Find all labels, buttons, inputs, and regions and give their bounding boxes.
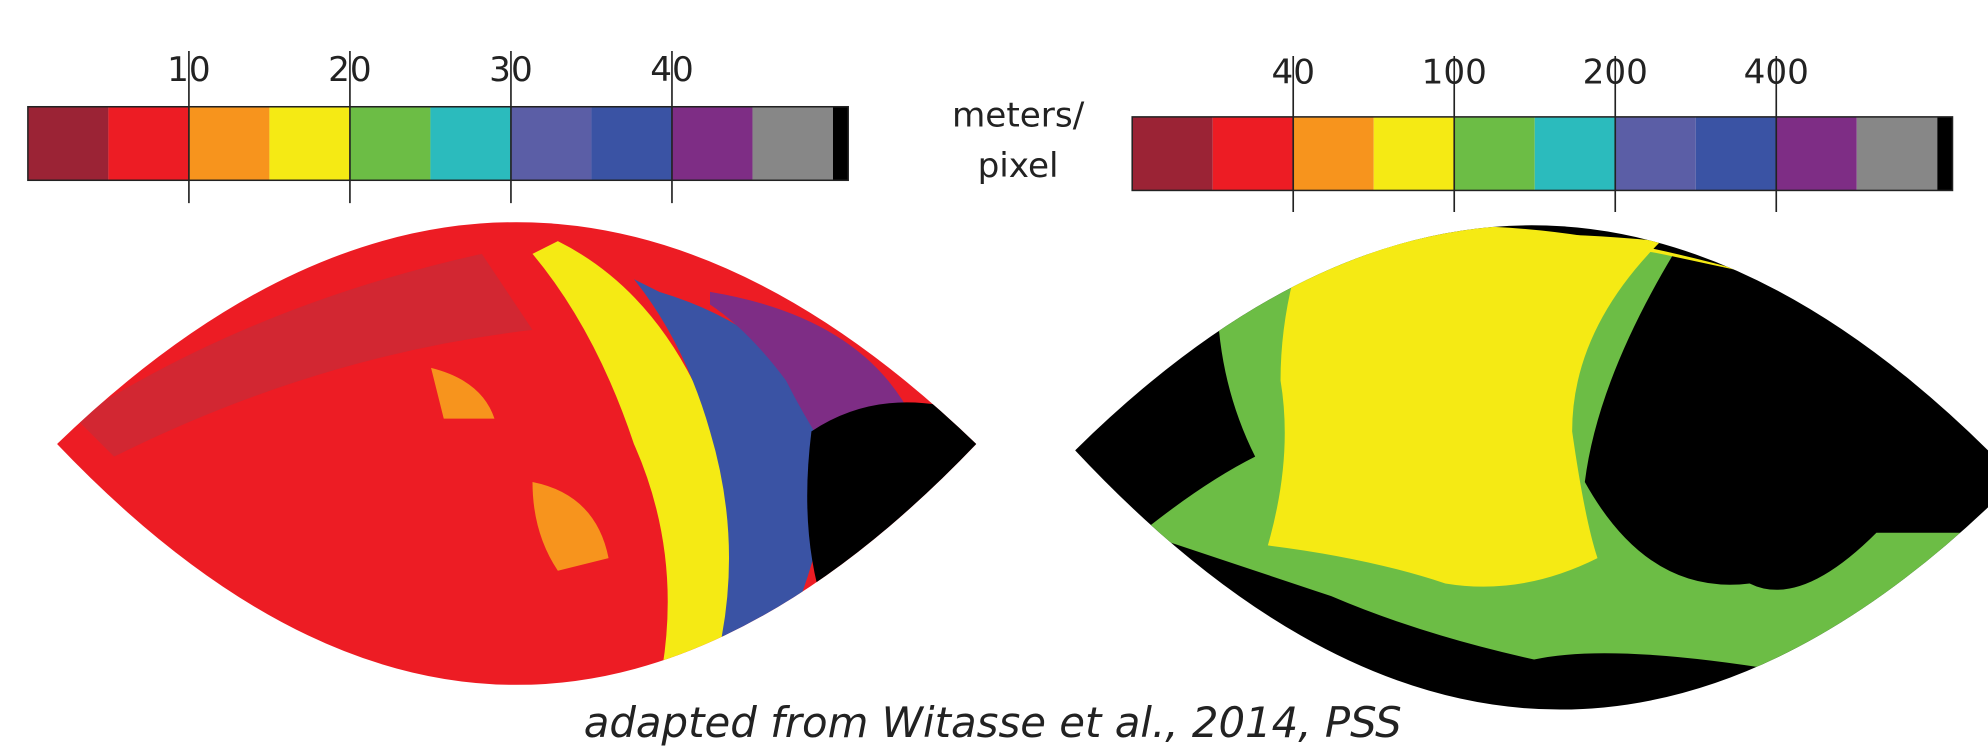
- left-colorbar: 10 20 30 40: [28, 50, 848, 203]
- right-map: [1065, 216, 1988, 710]
- left-map: [51, 216, 989, 698]
- colorbar-segment: [1293, 117, 1374, 191]
- colorbar-segment: [28, 107, 109, 181]
- colorbar-segment: [672, 107, 753, 181]
- tick-label: 100: [1422, 52, 1487, 92]
- tick-label: 40: [650, 50, 694, 90]
- colorbar-segment: [1937, 117, 1952, 191]
- unit-label: pixel: [978, 146, 1059, 186]
- colorbar-segment: [1213, 117, 1294, 191]
- colorbar-segment: [1615, 117, 1696, 191]
- colorbar-segment: [430, 107, 511, 181]
- colorbar-segment: [1374, 117, 1455, 191]
- right-colorbar: 40 100 200 400: [1132, 52, 1952, 212]
- tick-label: 10: [167, 50, 211, 90]
- colorbar-segment: [1696, 117, 1777, 191]
- colorbar-segment: [1454, 117, 1535, 191]
- figure: 10 20 30 40 40 100 200 400 meters/ pixel adapt…: [0, 0, 1988, 746]
- tick-label: 200: [1583, 52, 1648, 92]
- page: {"left_colorbar": {"ticks": [10, 20, 30,…: [0, 0, 1988, 746]
- colorbar-segment: [1535, 117, 1616, 191]
- caption: adapted from Witasse et al., 2014, PSS: [584, 698, 1402, 746]
- colorbar-segment: [1132, 117, 1213, 191]
- colorbar-segment: [511, 107, 592, 181]
- tick-label: 20: [328, 50, 372, 90]
- colorbar-segment: [350, 107, 431, 181]
- colorbar-segment: [1776, 117, 1857, 191]
- colorbar-segment: [833, 107, 848, 181]
- colorbar-segment: [752, 107, 833, 181]
- unit-label: meters/: [952, 95, 1085, 135]
- colorbar-segment: [591, 107, 672, 181]
- colorbar-segment: [108, 107, 189, 181]
- tick-label: 30: [489, 50, 533, 90]
- tick-label: 40: [1271, 52, 1315, 92]
- colorbar-segment: [1857, 117, 1938, 191]
- colorbar-segment: [189, 107, 270, 181]
- tick-label: 400: [1744, 52, 1809, 92]
- colorbar-segment: [269, 107, 350, 181]
